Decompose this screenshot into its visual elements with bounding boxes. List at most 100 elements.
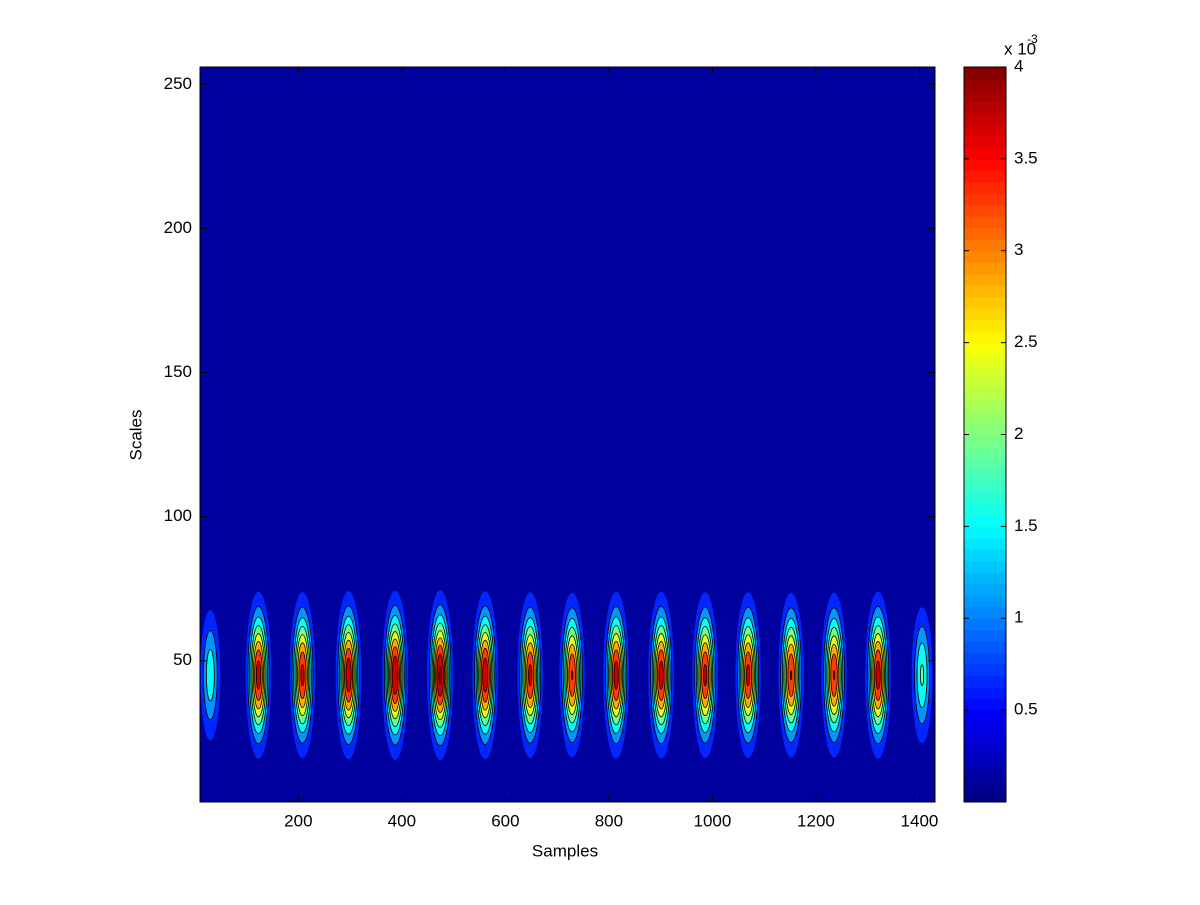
colorbar-swatch — [964, 664, 1006, 677]
colorbar-swatch — [964, 687, 1006, 700]
colorbar-swatch — [964, 756, 1006, 769]
contour-band — [300, 664, 305, 687]
colorbar-swatch — [964, 342, 1006, 355]
colorbar-swatch — [964, 641, 1006, 654]
contour-band — [438, 666, 442, 685]
colorbar-swatch — [964, 480, 1006, 493]
contour-band — [703, 664, 708, 687]
colorbar-swatch — [964, 721, 1006, 734]
colorbar-exponent: -3 — [1027, 32, 1038, 46]
colorbar-swatch — [964, 767, 1006, 780]
colorbar-swatch — [964, 273, 1006, 286]
colorbar-swatch — [964, 526, 1006, 539]
colorbar-swatch — [964, 572, 1006, 585]
colorbar-swatch — [964, 319, 1006, 332]
contour-band — [875, 660, 881, 690]
colorbar-swatch — [964, 112, 1006, 125]
colorbar-swatch — [964, 331, 1006, 344]
x-tick-label: 1200 — [797, 811, 835, 830]
colorbar-swatch — [964, 445, 1006, 458]
colorbar-swatch — [964, 514, 1006, 527]
colorbar-swatch — [964, 457, 1006, 470]
colorbar-swatch — [964, 606, 1006, 619]
contour-band — [528, 664, 533, 687]
contour-band — [920, 664, 925, 687]
contour-band — [832, 670, 836, 681]
contour-band — [482, 657, 489, 693]
colorbar-swatch — [964, 779, 1006, 792]
colorbar-swatch — [964, 170, 1006, 183]
contour-band — [571, 670, 574, 681]
colorbar-swatch — [964, 629, 1006, 642]
colorbar-tick-label: 3 — [1014, 240, 1023, 259]
colorbar-swatch — [964, 204, 1006, 217]
colorbar-swatch — [964, 262, 1006, 275]
contour-band — [345, 657, 352, 693]
contour-band — [658, 660, 664, 690]
colorbar-swatch — [964, 181, 1006, 194]
colorbar-swatch — [964, 67, 1006, 79]
colorbar-swatch — [964, 549, 1006, 562]
colorbar-swatch — [964, 652, 1006, 665]
colorbar-swatch — [964, 78, 1006, 91]
colorbar-swatch — [964, 308, 1006, 321]
contour-band — [790, 670, 793, 681]
colorbar-swatch — [964, 583, 1006, 596]
colorbar-swatch — [964, 560, 1006, 573]
colorbar-swatch — [964, 158, 1006, 171]
y-tick-label: 200 — [164, 218, 192, 237]
colorbar-swatch — [964, 296, 1006, 309]
colorbar-tick-label: 1 — [1014, 608, 1023, 627]
colorbar-swatch — [964, 468, 1006, 481]
colorbar-swatch — [964, 147, 1006, 160]
x-axis-label: Samples — [532, 841, 598, 860]
colorbar-swatch — [964, 250, 1006, 263]
colorbar-swatch — [964, 400, 1006, 413]
colorbar-swatch — [964, 710, 1006, 723]
y-tick-label: 250 — [164, 74, 192, 93]
colorbar-tick-label: 3.5 — [1014, 148, 1038, 167]
colorbar-swatch — [964, 733, 1006, 746]
x-tick-label: 800 — [595, 811, 623, 830]
colorbar-swatch — [964, 675, 1006, 688]
colorbar-swatch — [964, 434, 1006, 447]
colorbar-swatch — [964, 193, 1006, 206]
colorbar-swatch — [964, 354, 1006, 367]
contour-band — [255, 660, 262, 690]
colorbar-tick-label: 4 — [1014, 56, 1023, 75]
contour-band — [613, 660, 619, 690]
contour-band — [205, 648, 215, 702]
colorbar-swatch — [964, 89, 1006, 102]
x-tick-label: 600 — [491, 811, 519, 830]
colorbar-swatch — [964, 124, 1006, 137]
colorbar-swatch — [964, 135, 1006, 148]
colorbar-tick-label: 2.5 — [1014, 332, 1038, 351]
colorbar-swatch — [964, 744, 1006, 757]
x-tick-label: 400 — [388, 811, 416, 830]
contour-band — [746, 664, 751, 687]
y-tick-label: 50 — [173, 650, 192, 669]
y-tick-label: 100 — [164, 506, 192, 525]
colorbar-swatch — [964, 595, 1006, 608]
colorbar-tick-label: 0.5 — [1014, 700, 1038, 719]
colorbar-swatch — [964, 285, 1006, 298]
colorbar-swatch — [964, 698, 1006, 711]
colorbar-swatch — [964, 618, 1006, 631]
colorbar-tick-label: 2 — [1014, 424, 1023, 443]
colorbar-swatch — [964, 423, 1006, 435]
plot-area — [200, 67, 935, 802]
colorbar-swatch — [964, 491, 1006, 504]
y-tick-label: 150 — [164, 362, 192, 381]
colorbar-swatch — [964, 537, 1006, 550]
x-tick-label: 1400 — [901, 811, 939, 830]
colorbar-swatch — [964, 503, 1006, 516]
colorbar-swatch — [964, 227, 1006, 240]
y-axis-label: Scales — [126, 409, 145, 460]
colorbar-swatch — [964, 411, 1006, 424]
colorbar-swatch — [964, 216, 1006, 229]
colorbar-swatch — [964, 388, 1006, 401]
x-tick-label: 1000 — [694, 811, 732, 830]
colorbar-tick-label: 1.5 — [1014, 516, 1038, 535]
x-tick-label: 200 — [284, 811, 312, 830]
